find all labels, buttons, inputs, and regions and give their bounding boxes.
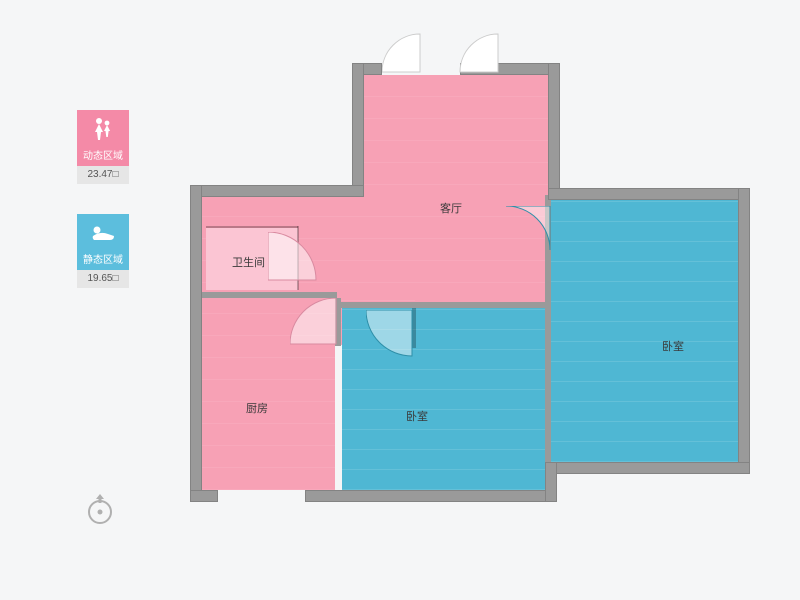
- wall-segment: [190, 185, 364, 197]
- floorplan: 客厅 卫生间 厨房 卧室 卧室: [190, 40, 750, 540]
- wall-segment: [305, 490, 557, 502]
- room-kitchen: [202, 298, 335, 490]
- legend-dynamic-value: 23.47□: [77, 166, 129, 184]
- label-bedroom-2: 卧室: [662, 338, 684, 354]
- wall-interior: [412, 308, 416, 348]
- people-icon: [77, 110, 129, 148]
- rest-icon: [77, 214, 129, 252]
- wall-segment: [460, 63, 560, 75]
- wall-segment: [545, 462, 750, 474]
- label-kitchen: 厨房: [246, 400, 268, 416]
- compass-icon: [84, 494, 116, 526]
- legend-static-block: 静态区域 19.65□: [72, 214, 134, 288]
- label-bathroom: 卫生间: [232, 254, 265, 270]
- room-bedroom-1: [342, 308, 545, 490]
- wall-interior: [297, 226, 299, 290]
- label-bedroom-1: 卧室: [406, 408, 428, 424]
- wall-interior: [335, 302, 550, 308]
- wall-segment: [190, 490, 218, 502]
- legend-dynamic-label: 动态区域: [77, 148, 129, 166]
- legend-dynamic-block: 动态区域 23.47□: [72, 110, 134, 184]
- wall-interior: [202, 292, 337, 298]
- legend-static-value: 19.65□: [77, 270, 129, 288]
- wall-segment: [548, 188, 750, 200]
- door-arc-top: [382, 32, 462, 81]
- wall-segment: [545, 462, 557, 502]
- wall-segment: [190, 185, 202, 502]
- wall-segment: [548, 63, 560, 195]
- wall-segment: [352, 63, 364, 195]
- legend: 动态区域 23.47□ 静态区域 19.65□: [72, 110, 134, 318]
- label-living-room: 客厅: [440, 200, 462, 216]
- legend-static-label: 静态区域: [77, 252, 129, 270]
- wall-interior: [206, 226, 298, 228]
- wall-interior: [545, 195, 551, 495]
- wall-segment: [738, 188, 750, 474]
- room-bedroom-2: [550, 200, 738, 462]
